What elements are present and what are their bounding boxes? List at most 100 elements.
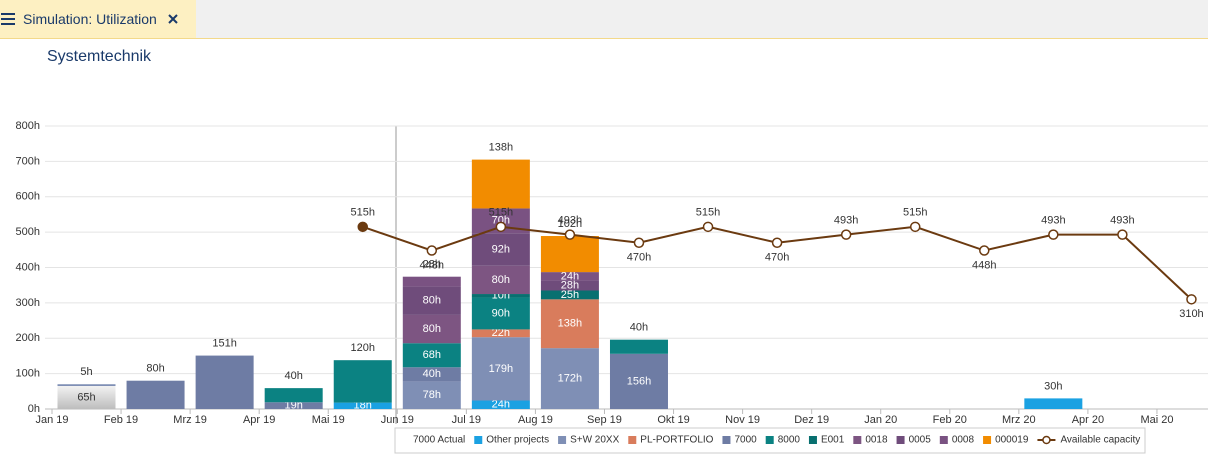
data-label: 70h [492, 215, 510, 227]
bar-segment [471, 400, 530, 409]
capacity-point [426, 245, 438, 256]
legend-symbol [853, 436, 862, 444]
data-label: 120h [350, 342, 374, 354]
x-tick-label: Dez 19 [794, 414, 829, 426]
y-tick-label: 500h [16, 226, 40, 238]
data-label: 90h [492, 307, 510, 319]
x-tick-label: Okt 19 [657, 414, 689, 426]
capacity-point [840, 229, 852, 240]
bar-segment [540, 280, 599, 291]
capacity-label: 470h [765, 252, 789, 264]
legend-label: 8000 [778, 435, 801, 446]
data-label: 5h [80, 366, 92, 378]
legend-symbol [765, 436, 774, 444]
bar-segment [1024, 398, 1083, 409]
legend-label: E001 [821, 435, 845, 446]
capacity-label: 470h [627, 252, 651, 264]
legend [394, 427, 1146, 454]
tab[interactable]: Simulation: Utilization [0, 0, 196, 38]
bar-segment [402, 276, 461, 287]
close-icon[interactable] [167, 13, 179, 25]
bar-segment [540, 236, 599, 273]
bar-segment [402, 314, 461, 344]
data-label: 65h [77, 391, 95, 403]
capacity-label: 493h [834, 215, 858, 227]
capacity-point [1117, 229, 1128, 240]
capacity-label: 515h [489, 207, 513, 219]
legend-symbol [722, 436, 731, 444]
bar-segment [333, 360, 392, 403]
x-tick-label: Jul 19 [452, 414, 481, 426]
legend-label: Other projects [486, 435, 549, 446]
x-tick-label: Mai 20 [1140, 414, 1173, 426]
legend-symbol [558, 436, 567, 444]
capacity-label: 515h [696, 207, 720, 219]
legend-symbol [628, 436, 637, 444]
capacity-point [909, 221, 921, 233]
x-tick-label: Apr 19 [243, 414, 275, 426]
bar-segment [264, 402, 323, 409]
bar-segment [126, 380, 185, 409]
bar-segment [195, 355, 254, 409]
x-tick-label: Jan 19 [35, 414, 68, 426]
y-tick-label: 400h [16, 261, 40, 273]
bar-segment [540, 290, 599, 300]
data-label: 40h [285, 370, 303, 382]
capacity-point [702, 221, 714, 233]
y-tick-label: 700h [16, 155, 40, 167]
bar-segment [264, 388, 323, 403]
data-label: 151h [212, 337, 236, 349]
chart-title: Systemtechnik [47, 48, 152, 65]
capacity-point [1186, 294, 1197, 305]
legend-symbol [896, 436, 905, 444]
legend-symbol [983, 436, 992, 444]
legend-label: 7000 Actual [413, 435, 465, 446]
capacity-label: 310h [1179, 308, 1203, 320]
capacity-point [1048, 229, 1059, 240]
capacity-label: 493h [1110, 215, 1134, 227]
capacity-point [771, 237, 783, 248]
y-tick-label: 0h [28, 403, 40, 415]
capacity-point [633, 237, 645, 248]
capacity-point [495, 221, 507, 233]
data-label: 30h [1044, 380, 1062, 392]
tab-bar: Simulation: Utilization [0, 0, 1208, 39]
bar-segment [333, 402, 392, 409]
data-label: 80h [146, 363, 164, 375]
bar-segment [540, 348, 599, 409]
bar-segment [471, 265, 530, 295]
data-label: 78h [423, 389, 441, 401]
x-tick-label: Feb 19 [104, 414, 138, 426]
data-label: 80h [423, 295, 441, 307]
x-tick-label: Feb 20 [933, 414, 967, 426]
x-tick-label: Apr 20 [1072, 414, 1104, 426]
x-tick-label: Aug 19 [518, 414, 553, 426]
x-tick-label: Mai 19 [312, 414, 345, 426]
x-tick-label: Sep 19 [587, 414, 622, 426]
data-label: 28h [423, 259, 441, 271]
y-tick-label: 200h [16, 332, 40, 344]
data-label: 25h [561, 289, 579, 301]
data-label: 92h [492, 243, 510, 255]
capacity-label: 493h [1041, 215, 1065, 227]
data-label: 156h [627, 375, 651, 387]
legend-label: 0018 [865, 435, 888, 446]
legend-symbol [808, 436, 817, 444]
data-label: 102h [558, 218, 582, 230]
y-tick-label: 100h [16, 368, 40, 380]
bar-segment [609, 339, 668, 354]
bar-segment [402, 286, 461, 315]
capacity-point [979, 245, 990, 256]
data-label: 138h [489, 142, 513, 154]
x-tick-label: Mrz 20 [1002, 414, 1036, 426]
data-label: 19h [285, 400, 303, 412]
menu-icon[interactable] [0, 12, 16, 26]
legend-symbol [939, 436, 948, 444]
bar-segment [471, 297, 530, 330]
capacity-label: 515h [903, 207, 927, 219]
bar-segment [471, 329, 530, 338]
legend-symbol [474, 436, 483, 444]
x-tick-label: Jun 19 [381, 414, 414, 426]
